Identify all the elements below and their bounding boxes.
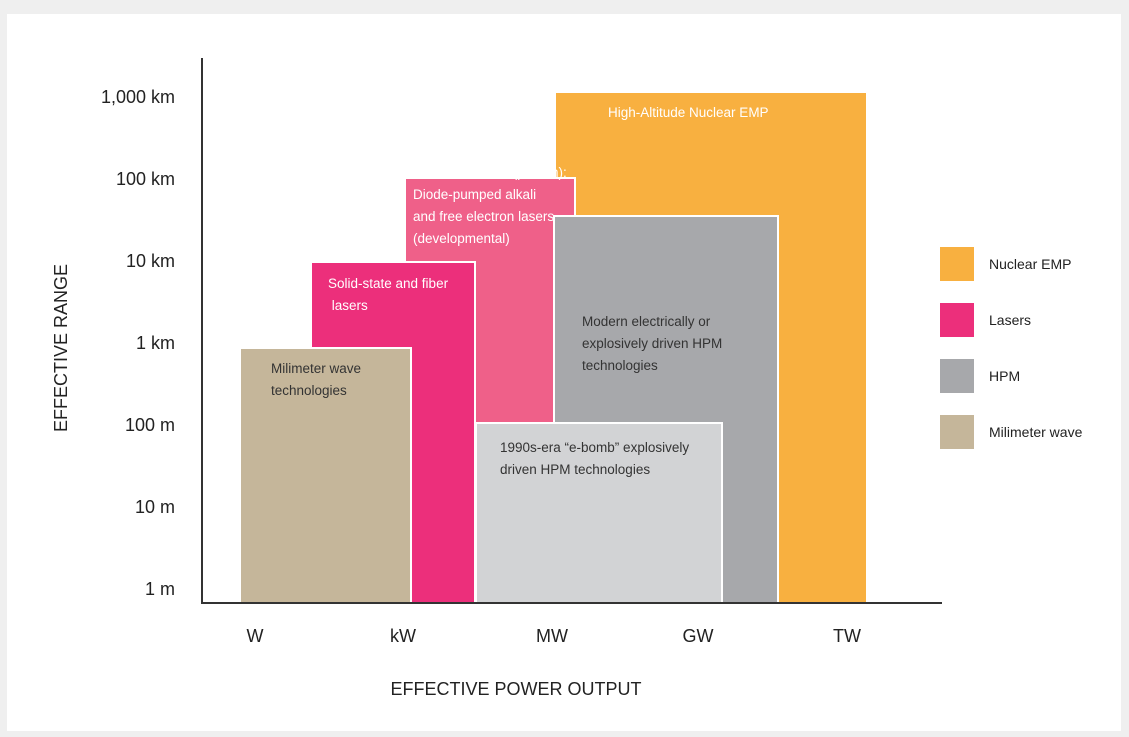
y-tick-label: 1,000 km	[101, 87, 175, 107]
region-label-modern-hpm: Modern electrically or explosively driven…	[582, 314, 722, 373]
x-tick-label: W	[247, 626, 264, 646]
region-labels-layer: High-Altitude Nuclear EMP Chemical lasers…	[271, 105, 769, 477]
region-label-chemical-lasers: Chemical lasers (proven); Diode-pumped al…	[413, 165, 567, 246]
y-tick-label: 10 km	[126, 251, 175, 271]
region-label-line: Chemical lasers (proven);	[413, 165, 567, 180]
x-tick-label: GW	[683, 626, 714, 646]
region-label-line: High-Altitude Nuclear EMP	[608, 105, 769, 120]
y-tick-label: 1 km	[136, 333, 175, 353]
legend-swatch	[940, 303, 974, 337]
region-label-line: Milimeter wave	[271, 361, 361, 376]
regions-layer	[239, 91, 868, 604]
y-axis-label: EFFECTIVE RANGE	[51, 264, 71, 432]
legend-label: Milimeter wave	[989, 424, 1083, 440]
region-label-line: Modern electrically or	[582, 314, 711, 329]
legend-label: HPM	[989, 368, 1020, 384]
legend: Nuclear EMP Lasers HPM Milimeter wave	[940, 247, 1083, 449]
axes-layer	[201, 58, 942, 604]
region-label-line: technologies	[582, 358, 658, 373]
legend-swatch	[940, 415, 974, 449]
region-label-line: Solid-state and fiber	[328, 276, 449, 291]
region-label-line: 1990s-era “e-bomb” explosively	[500, 440, 689, 455]
region-label-ebomb-hpm: 1990s-era “e-bomb” explosively driven HPM…	[500, 440, 689, 477]
region-label-line: driven HPM technologies	[500, 462, 650, 477]
region-millimeter-wave	[239, 347, 412, 604]
x-axis-label: EFFECTIVE POWER OUTPUT	[390, 679, 641, 699]
y-tick-labels: 1 m 10 m 100 m 1 km 10 km 100 km 1,000 km	[101, 87, 175, 599]
legend-swatch	[940, 247, 974, 281]
y-tick-label: 10 m	[135, 497, 175, 517]
region-ebomb-hpm	[475, 422, 723, 604]
region-label-millimeter-wave: Milimeter wave technologies	[271, 361, 361, 398]
y-tick-label: 1 m	[145, 579, 175, 599]
region-label-line: and free electron lasers	[413, 209, 554, 224]
region-label-line: (developmental)	[413, 231, 510, 246]
chart-svg: High-Altitude Nuclear EMP Chemical lasers…	[51, 58, 1083, 699]
legend-label: Lasers	[989, 312, 1031, 328]
region-label-line: technologies	[271, 383, 347, 398]
region-label-nuclear-emp: High-Altitude Nuclear EMP	[608, 105, 769, 120]
y-tick-label: 100 km	[116, 169, 175, 189]
legend-swatch	[940, 359, 974, 393]
x-tick-label: kW	[390, 626, 416, 646]
region-label-solid-state-lasers: Solid-state and fiber lasers	[328, 276, 449, 313]
region-label-line: lasers	[328, 298, 368, 313]
region-label-line: Diode-pumped alkali	[413, 187, 536, 202]
y-tick-label: 100 m	[125, 415, 175, 435]
x-tick-label: TW	[833, 626, 861, 646]
region-label-line: explosively driven HPM	[582, 336, 722, 351]
x-tick-label: MW	[536, 626, 568, 646]
legend-label: Nuclear EMP	[989, 256, 1071, 272]
chart-card: High-Altitude Nuclear EMP Chemical lasers…	[7, 14, 1121, 731]
